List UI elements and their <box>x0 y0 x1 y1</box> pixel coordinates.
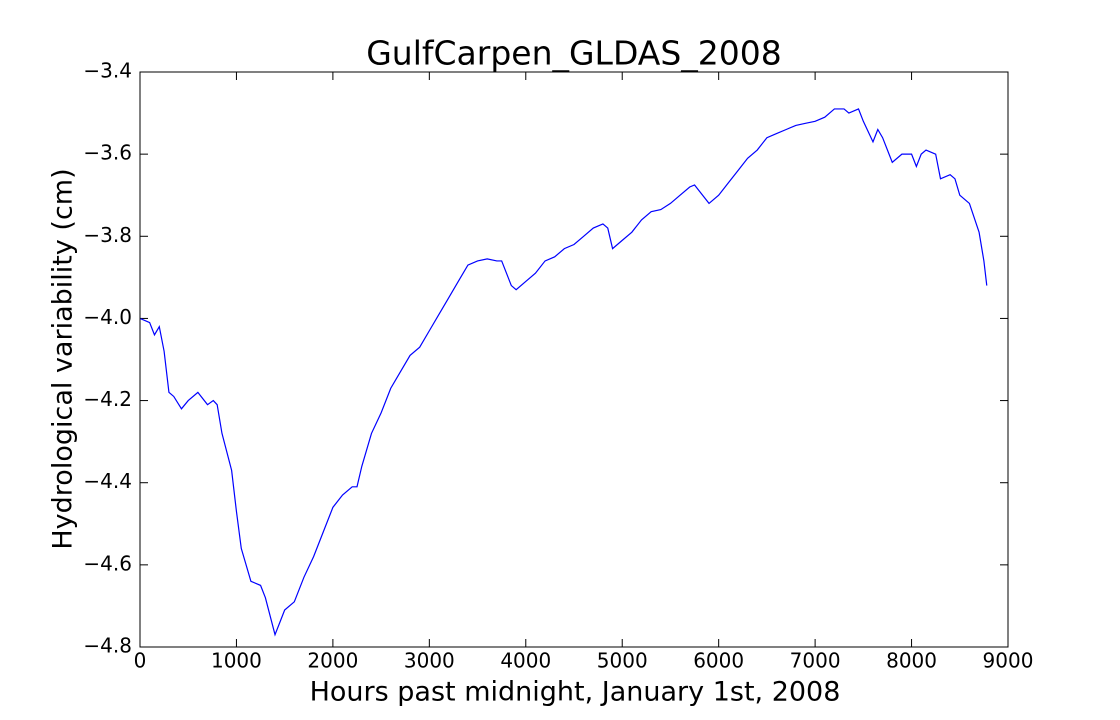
x-tick-label: 6000 <box>693 649 744 673</box>
x-tick-label: 3000 <box>404 649 455 673</box>
x-tick-label: 1000 <box>211 649 262 673</box>
y-tick-label: −4.8 <box>83 634 132 658</box>
y-tick-label: −4.0 <box>83 305 132 329</box>
x-tick-label: 9000 <box>983 649 1034 673</box>
x-tick-label: 5000 <box>597 649 648 673</box>
x-tick-label: 7000 <box>790 649 841 673</box>
y-tick-label: −4.4 <box>83 469 132 493</box>
x-axis-label: Hours past midnight, January 1st, 2008 <box>310 677 841 708</box>
y-tick-label: −3.6 <box>83 141 132 165</box>
y-tick-label: −3.4 <box>83 59 132 83</box>
y-tick-label: −4.2 <box>83 387 132 411</box>
chart-title: GulfCarpen_GLDAS_2008 <box>366 34 782 73</box>
y-tick-label: −4.6 <box>83 551 132 575</box>
x-tick-label: 2000 <box>307 649 358 673</box>
x-tick-label: 0 <box>134 649 147 673</box>
data-line <box>139 108 988 637</box>
y-axis-label: Hydrological variability (cm) <box>48 168 79 549</box>
x-tick-label: 8000 <box>886 649 937 673</box>
plot-frame <box>139 71 1009 648</box>
x-tick-label: 4000 <box>500 649 551 673</box>
y-tick-label: −3.8 <box>83 223 132 247</box>
